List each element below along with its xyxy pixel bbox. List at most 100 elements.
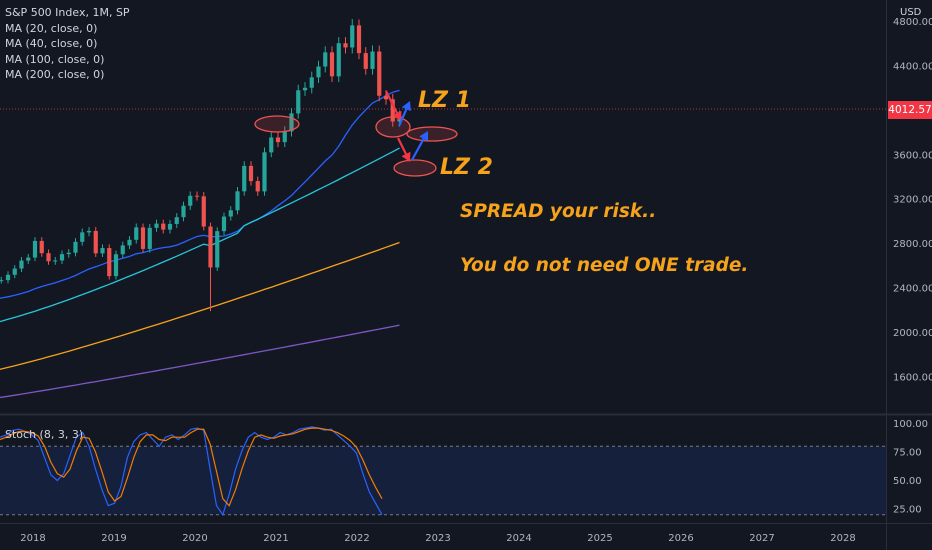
candle-body	[127, 239, 132, 246]
time-tick-label: 2025	[587, 533, 612, 544]
price-tick-label: 3200.00	[893, 195, 932, 206]
arrow-down-2	[397, 137, 411, 162]
candle-body	[309, 77, 314, 88]
candle-body	[296, 90, 301, 114]
candle-body	[262, 152, 267, 192]
candle-body	[26, 257, 31, 261]
stoch-tick-label: 50.00	[893, 476, 922, 487]
time-tick-label: 2020	[182, 533, 207, 544]
candle-body	[329, 52, 335, 77]
stoch-tick-label: 100.00	[893, 419, 928, 430]
price-tick-label: 1600.00	[893, 372, 932, 383]
stoch-legend[interactable]: Stoch (8, 3, 3)	[5, 428, 84, 441]
candle-body	[0, 280, 4, 282]
ellipse-mid	[406, 126, 458, 142]
candle-body	[46, 253, 51, 262]
ma-200-line	[0, 324, 400, 402]
time-tick-label: 2022	[344, 533, 369, 544]
candle-body	[19, 260, 24, 269]
price-tick-label: 2400.00	[893, 284, 932, 295]
candle-body	[53, 260, 58, 262]
candle-body	[32, 240, 38, 258]
candle-body	[147, 227, 152, 249]
candle-body	[316, 66, 321, 78]
drawings	[254, 90, 458, 177]
candle-body	[181, 205, 186, 218]
candle-body	[215, 231, 220, 268]
stoch-band	[0, 446, 886, 515]
price-tick-label: 3600.00	[893, 150, 932, 161]
candles	[0, 19, 402, 312]
note-spread-risk: SPREAD your risk..	[460, 201, 657, 222]
axes: 1600.00 2000.00 2400.00 2800.00 3200.00 3600.…	[20, 17, 932, 544]
arrow-up-2	[411, 131, 429, 161]
candle-body	[12, 268, 17, 275]
candle-body	[302, 87, 308, 91]
candle-body	[100, 248, 105, 254]
candle-body	[93, 230, 98, 254]
ellipse-2021-breakout	[254, 115, 300, 133]
candle-body	[370, 51, 375, 69]
legend-ma-100[interactable]: MA (100, close, 0)	[5, 52, 105, 66]
time-tick-label: 2028	[830, 533, 855, 544]
time-tick-label: 2018	[20, 533, 45, 544]
stochastic-pane	[0, 426, 886, 517]
time-tick-label: 2021	[263, 533, 288, 544]
lz1-label: LZ 1	[418, 88, 471, 113]
candle-body	[390, 99, 395, 122]
candle-body	[120, 245, 125, 255]
ellipse-lz1	[375, 116, 411, 138]
candle-body	[140, 227, 146, 249]
candle-body	[174, 217, 179, 224]
candle-body	[289, 113, 294, 132]
candle-body	[201, 196, 206, 227]
candle-body	[154, 223, 159, 228]
last-price-tag: 4012.57	[888, 101, 932, 119]
price-tick-label: 4800.00	[893, 17, 932, 28]
candle-body	[221, 216, 227, 232]
candle-body	[242, 165, 247, 192]
candle-body	[80, 232, 85, 242]
candle-body	[208, 226, 213, 268]
moving-averages	[0, 89, 400, 402]
price-tick-label: 2800.00	[893, 239, 932, 250]
candle-body	[343, 43, 348, 48]
legend-main[interactable]: S&P 500 Index, 1M, SP	[5, 6, 130, 19]
legend-ma-20[interactable]: MA (20, close, 0)	[5, 21, 98, 35]
candle-body	[269, 137, 274, 153]
candle-body	[134, 227, 139, 240]
candle-body	[167, 223, 173, 230]
candle-body	[350, 25, 355, 48]
time-tick-label: 2027	[749, 533, 774, 544]
candle-body	[228, 210, 233, 217]
currency-label[interactable]: USD	[900, 7, 922, 18]
time-tick-label: 2026	[668, 533, 693, 544]
candle-body	[275, 137, 281, 143]
candle-body	[107, 248, 112, 277]
candle-body	[363, 53, 368, 69]
ma-100-line	[0, 241, 400, 376]
candle-body	[39, 240, 44, 254]
candle-body	[255, 181, 260, 192]
legend-ma-40[interactable]: MA (40, close, 0)	[5, 37, 98, 50]
price-tick-label: 2000.00	[893, 328, 932, 339]
arrow-down-1	[385, 90, 402, 121]
candle-body	[5, 274, 11, 281]
candle-body	[161, 223, 166, 230]
stoch-d-line	[0, 427, 383, 507]
candle-body	[248, 165, 254, 182]
candle-body	[113, 254, 119, 277]
legend-ma-200[interactable]: MA (200, close, 0)	[5, 68, 105, 81]
lz2-label: LZ 2	[440, 155, 493, 180]
ellipse-lz2	[393, 159, 437, 177]
candle-body	[377, 51, 382, 96]
candle-body	[356, 25, 362, 54]
indicator-legend: S&P 500 Index, 1M, SP MA (20, close, 0) …	[5, 5, 130, 83]
time-tick-label: 2023	[425, 533, 450, 544]
candle-body	[383, 95, 389, 100]
candle-body	[235, 191, 240, 211]
candle-body	[66, 252, 71, 255]
